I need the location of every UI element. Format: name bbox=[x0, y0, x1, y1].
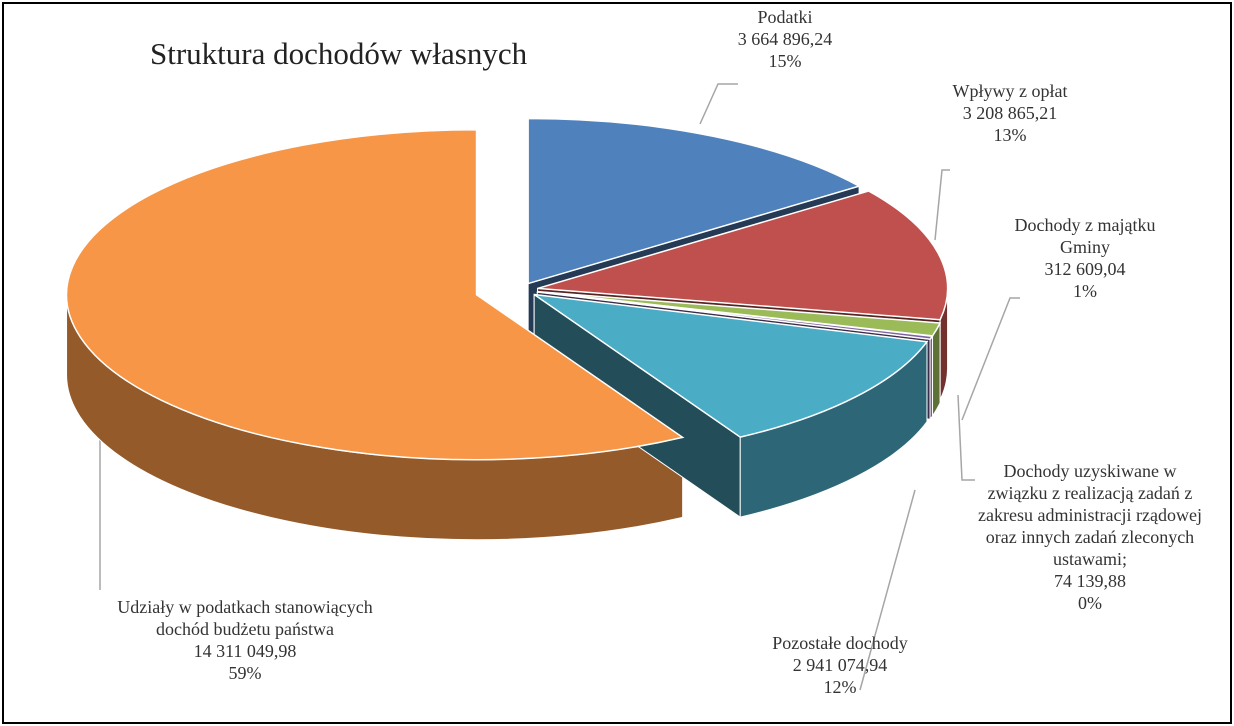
label-value: 3 208 865,21 bbox=[962, 103, 1058, 123]
label-percent: 12% bbox=[823, 677, 857, 697]
label-value: 74 139,88 bbox=[1054, 571, 1126, 591]
label-percent: 15% bbox=[768, 51, 802, 71]
label-name: Wpływy z opłat bbox=[952, 81, 1068, 101]
slice bbox=[65, 128, 685, 461]
label-percent: 0% bbox=[1078, 593, 1102, 613]
data-label: Dochody uzyskiwane w związku z realizacj… bbox=[975, 460, 1205, 614]
label-percent: 1% bbox=[1073, 281, 1097, 301]
label-value: 14 311 049,98 bbox=[193, 641, 297, 661]
slice bbox=[533, 293, 929, 438]
label-percent: 13% bbox=[993, 125, 1027, 145]
leader-line bbox=[957, 394, 975, 481]
label-name: Pozostałe dochody bbox=[772, 633, 908, 653]
data-label: Udziały w podatkach stanowiących dochód … bbox=[95, 596, 395, 684]
label-value: 312 609,04 bbox=[1044, 259, 1126, 279]
data-label: Wpływy z opłat 3 208 865,21 13% bbox=[910, 80, 1110, 146]
label-value: 3 664 896,24 bbox=[737, 29, 833, 49]
leader-line bbox=[699, 83, 738, 125]
data-label: Podatki 3 664 896,24 15% bbox=[685, 6, 885, 72]
slice-side bbox=[932, 322, 941, 418]
leader-line bbox=[934, 169, 950, 241]
label-name: Udziały w podatkach stanowiących dochód … bbox=[117, 597, 373, 639]
slice bbox=[537, 291, 934, 341]
leader-lines bbox=[99, 83, 1020, 691]
leader-line bbox=[859, 489, 916, 691]
leader-line bbox=[961, 297, 1020, 421]
label-value: 2 941 074,94 bbox=[792, 655, 888, 675]
slice-side bbox=[929, 334, 933, 421]
slice bbox=[537, 190, 949, 321]
data-label: Dochody z majątku Gminy 312 609,04 1% bbox=[995, 214, 1175, 302]
label-percent: 59% bbox=[228, 663, 262, 683]
slice bbox=[527, 117, 862, 285]
label-name: Dochody z majątku Gminy bbox=[1014, 215, 1156, 257]
chart-title: Struktura dochodów własnych bbox=[150, 36, 528, 71]
label-name: Dochody uzyskiwane w związku z realizacj… bbox=[978, 461, 1202, 569]
data-label: Pozostałe dochody 2 941 074,94 12% bbox=[730, 632, 950, 698]
label-name: Podatki bbox=[757, 7, 813, 27]
